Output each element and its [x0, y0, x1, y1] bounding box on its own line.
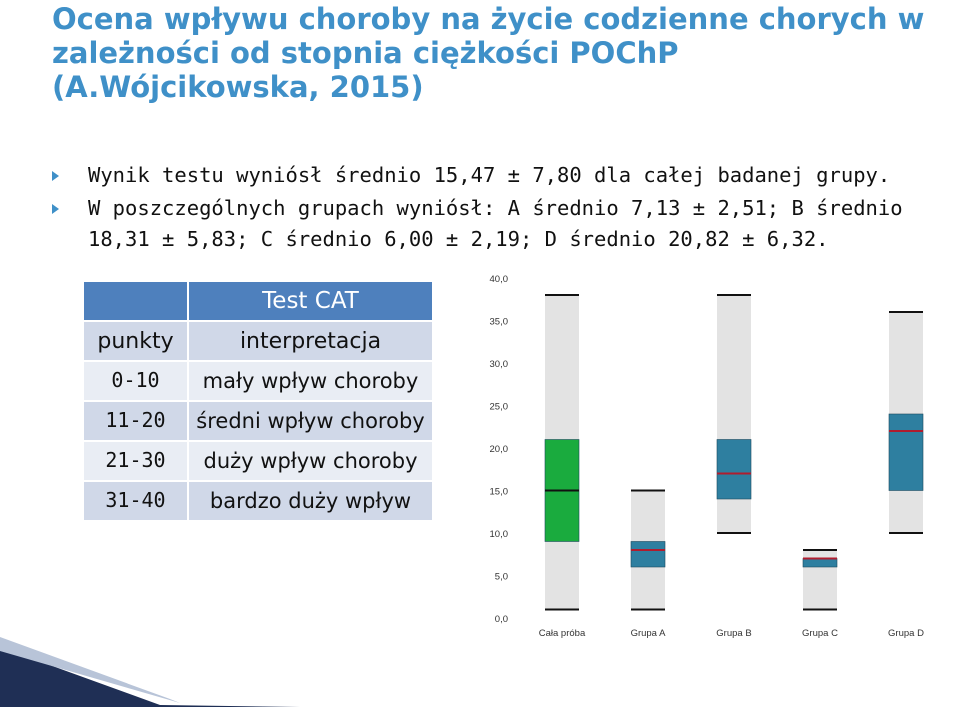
box-iqr [716, 439, 752, 500]
y-tick-label: 20,0 [490, 444, 509, 455]
y-tick-label: 40,0 [490, 274, 509, 285]
bullet-item: W poszczególnych grupach wyniósł: A śred… [52, 193, 942, 255]
box-iqr [630, 541, 666, 568]
x-category-label: Grupa A [631, 628, 667, 639]
y-tick-label: 5,0 [495, 572, 508, 583]
table-row: 31-40 bardzo duży wpływ [82, 480, 434, 522]
bullet-list: Wynik testu wyniósł średnio 15,47 ± 7,80… [52, 160, 942, 257]
x-category-label: Cała próba [539, 628, 586, 639]
bullet-item: Wynik testu wyniósł średnio 15,47 ± 7,80… [52, 160, 942, 191]
points-cell: 31-40 [82, 480, 189, 522]
table-row: 11-20 średni wpływ choroby [82, 400, 434, 442]
x-category-label: Grupa B [716, 628, 751, 639]
interpretation-cell: duży wpływ choroby [187, 440, 434, 482]
points-cell: 11-20 [82, 400, 189, 442]
table-row: 0-10 mały wpływ choroby [82, 360, 434, 402]
x-category-label: Grupa C [802, 628, 838, 639]
bullet-text: Wynik testu wyniósł średnio 15,47 ± 7,80… [88, 163, 891, 187]
x-category-label: Grupa D [888, 628, 924, 639]
interpretation-cell: mały wpływ choroby [187, 360, 434, 402]
y-tick-label: 25,0 [490, 402, 509, 413]
interpretation-cell: bardzo duży wpływ [187, 480, 434, 522]
table-title: Test CAT [187, 280, 434, 322]
y-tick-label: 30,0 [490, 359, 509, 370]
bullet-text: W poszczególnych grupach wyniósł: A śred… [88, 196, 903, 251]
y-tick-label: 10,0 [490, 529, 509, 540]
boxplot-chart: 0,0 5,0 10,0 15,0 20,0 25,0 30,0 35,0 40,0 Cała p… [490, 274, 925, 639]
cat-table: Test CAT punkty interpretacja 0-10 mały … [82, 280, 434, 522]
interpretation-cell: średni wpływ choroby [187, 400, 434, 442]
points-cell: 21-30 [82, 440, 189, 482]
box-iqr [802, 558, 838, 568]
page-title: Ocena wpływu choroby na życie codzienne … [52, 2, 925, 104]
box-iqr [888, 413, 924, 491]
table-row: 21-30 duży wpływ choroby [82, 440, 434, 482]
column-header-points: punkty [82, 320, 189, 362]
bullet-arrow-icon [52, 204, 59, 214]
bullet-arrow-icon [52, 171, 59, 181]
y-tick-label: 0,0 [495, 614, 508, 625]
y-tick-label: 15,0 [490, 487, 509, 498]
points-cell: 0-10 [82, 360, 189, 402]
decorative-bottom-band [0, 637, 300, 707]
table-header-empty-cell [82, 280, 189, 322]
column-header-interpretation: interpretacja [187, 320, 434, 362]
y-tick-label: 35,0 [490, 317, 509, 328]
